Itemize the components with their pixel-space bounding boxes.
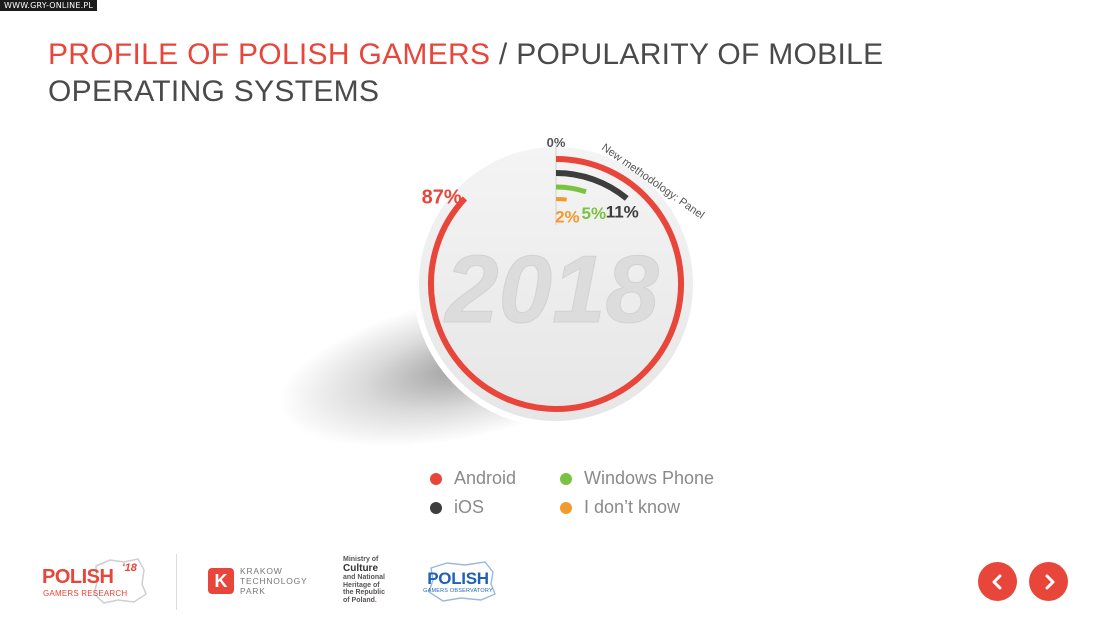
legend-label-dont-know: I don’t know xyxy=(584,497,681,517)
arc-windows-phone xyxy=(555,184,587,195)
title-rest: / POPULARITY OF MOBILE OPERATING SYSTEMS xyxy=(48,38,884,108)
value-label-i-don-t-know: 2% xyxy=(555,207,580,226)
mc-line-6: of Poland. xyxy=(343,597,377,605)
value-label-windows-phone: 5% xyxy=(582,204,607,223)
mc-line-4: Heritage of xyxy=(343,581,380,589)
krakow-technology-park-logo: K KRAKOW TECHNOLOGY PARK xyxy=(208,566,328,598)
chevron-right-icon xyxy=(1045,574,1054,589)
legend-label-android: Android xyxy=(454,468,517,488)
arc-android xyxy=(428,156,684,412)
ktp-text: KRAKOW TECHNOLOGY PARK xyxy=(240,566,308,596)
pgo-word: POLISH xyxy=(427,569,489,588)
legend-item-windows-phone: Windows Phone xyxy=(560,468,714,489)
legend-dot-dont-know xyxy=(560,501,572,514)
legend-dot-windows-phone xyxy=(560,472,572,485)
polish-gamers-research-logo: POLISH '18 GAMERS RESEARCH xyxy=(42,556,154,604)
chevron-left-icon xyxy=(992,574,1001,589)
value-label-ios: 11% xyxy=(606,203,639,222)
mc-line-2: Culture xyxy=(343,562,378,574)
pgo-sub: GAMERS OBSERVATORY xyxy=(423,588,493,594)
mc-line-1: Ministry of xyxy=(343,556,379,563)
title-highlight: PROFILE OF POLISH GAMERS xyxy=(48,38,491,71)
legend-dot-android xyxy=(430,472,442,485)
polish-word: POLISH xyxy=(42,566,114,588)
ministry-of-culture-logo: Ministry of Culture and National Heritag… xyxy=(343,556,403,610)
next-slide-button[interactable] xyxy=(1029,562,1068,601)
page-title: PROFILE OF POLISH GAMERS / POPULARITY OF… xyxy=(48,36,1058,110)
watermark: WWW.GRY-ONLINE.PL xyxy=(0,0,98,11)
legend-label-windows-phone: Windows Phone xyxy=(584,468,715,488)
poland-outline-icon xyxy=(428,561,496,602)
legend-item-dont-know: I don’t know xyxy=(560,497,680,518)
prev-slide-button[interactable] xyxy=(978,562,1017,601)
chart-legend: Android Windows Phone iOS I don’t know xyxy=(430,468,730,524)
ktp-line-3: PARK xyxy=(240,586,266,596)
legend-dot-ios xyxy=(430,501,442,514)
legend-item-android: Android xyxy=(430,468,516,489)
mc-line-5: the Republic xyxy=(343,589,386,597)
ktp-line-1: KRAKOW xyxy=(240,566,283,576)
polish-gamers-observatory-logo: POLISH GAMERS OBSERVATORY xyxy=(423,560,503,604)
value-label-android: 87% xyxy=(422,187,462,209)
footer-logos: POLISH '18 GAMERS RESEARCH K KRAKOW TECH… xyxy=(38,552,518,612)
radial-bar-chart: 2018 0% New methodology: Panel 87%11%5%2… xyxy=(278,135,706,448)
center-year-label: 2018 xyxy=(443,236,659,343)
zero-label: 0% xyxy=(547,135,566,150)
poland-map-icon xyxy=(93,558,147,604)
arc-i-don-t-know xyxy=(555,197,567,202)
legend-item-ios: iOS xyxy=(430,497,484,518)
polish-year: '18 xyxy=(122,562,137,574)
legend-label-ios: iOS xyxy=(454,497,485,517)
ktp-k-icon: K xyxy=(208,568,234,594)
polish-sub: GAMERS RESEARCH xyxy=(43,589,128,598)
arc-ios xyxy=(555,170,629,201)
mc-line-3: and National xyxy=(343,573,386,581)
ktp-line-2: TECHNOLOGY xyxy=(240,576,308,586)
logo-divider xyxy=(176,554,177,610)
